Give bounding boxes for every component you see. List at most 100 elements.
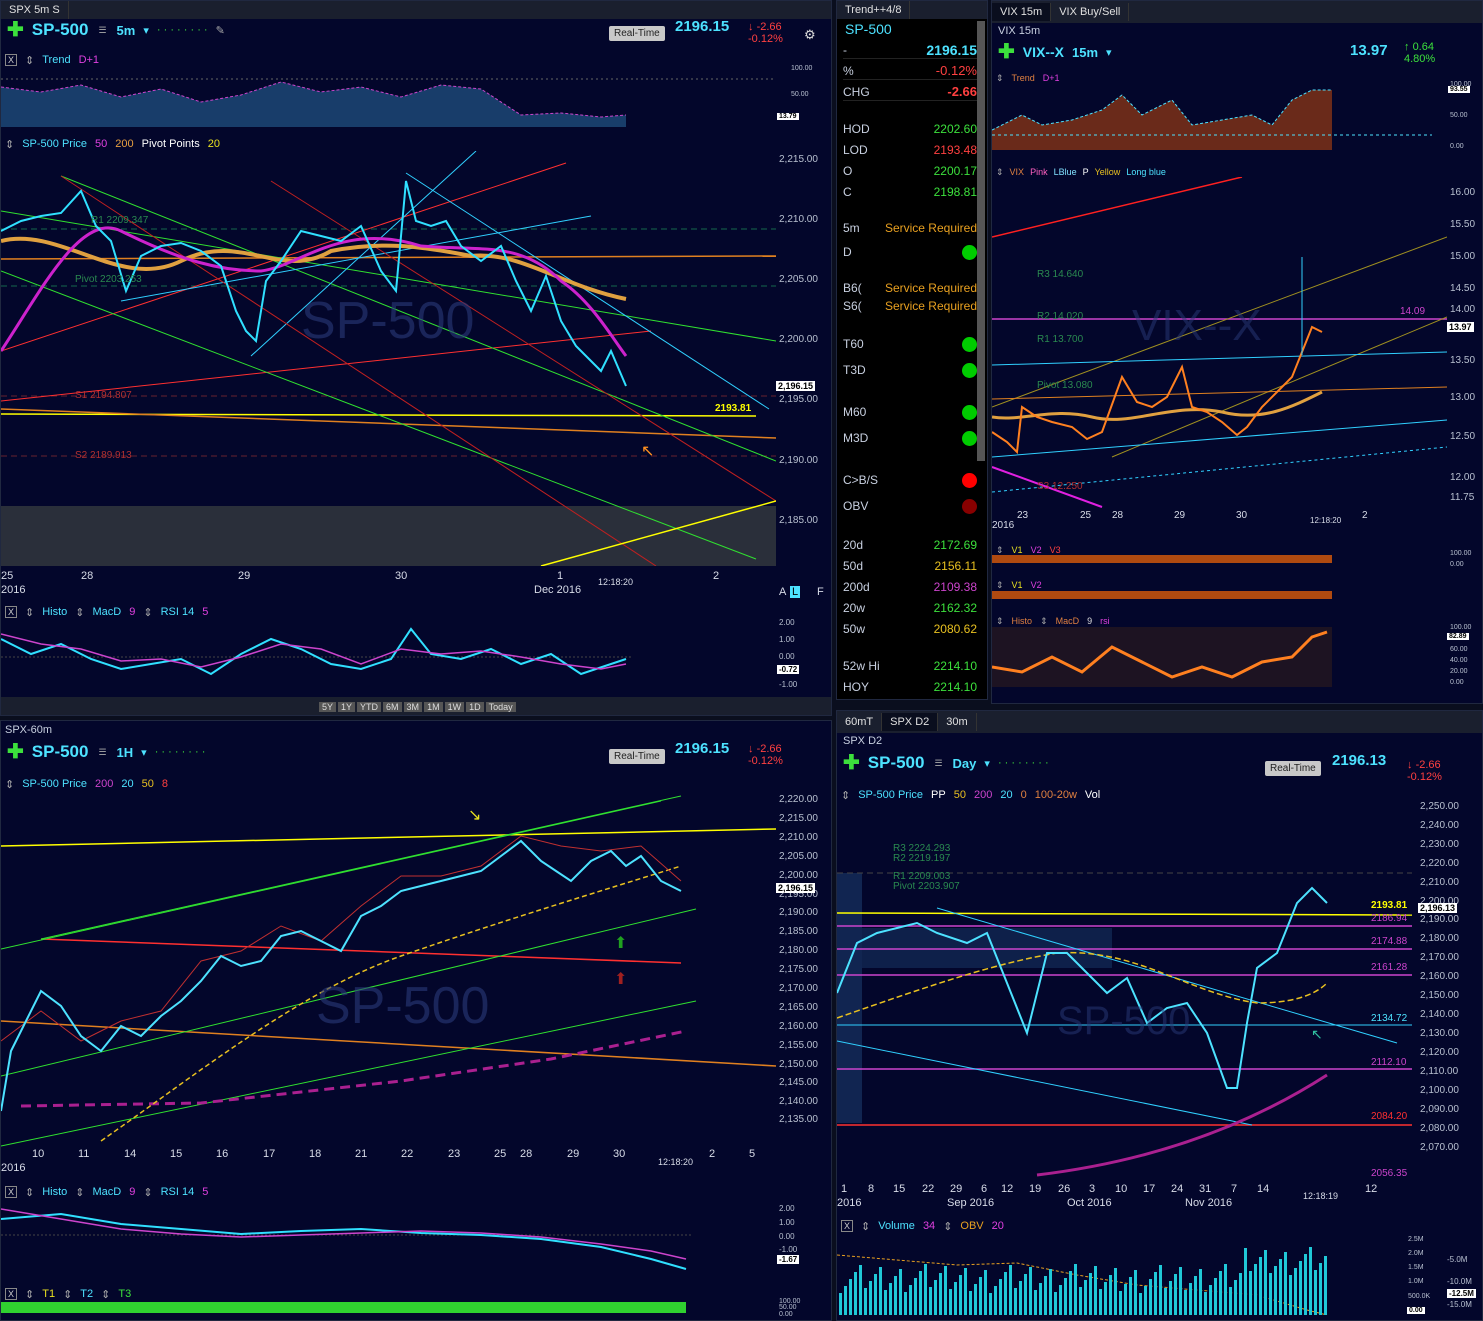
updown-icon[interactable]: ⇕ bbox=[25, 1186, 35, 1199]
updown-icon[interactable]: ⇕ bbox=[25, 1288, 35, 1301]
updown-icon[interactable]: ⇕ bbox=[996, 544, 1004, 555]
histo-label[interactable]: Histo bbox=[42, 1186, 68, 1198]
zoom-1y[interactable]: 1Y bbox=[338, 702, 356, 712]
axis-mode-l[interactable]: L bbox=[790, 586, 801, 598]
tab-vix-15m[interactable]: VIX 15m bbox=[992, 3, 1052, 21]
trend-param[interactable]: D+1 bbox=[78, 54, 100, 66]
timeframe-selector[interactable]: 5m bbox=[116, 22, 136, 38]
tab-spx-d2[interactable]: SPX D2 bbox=[882, 713, 939, 731]
close-icon[interactable]: X bbox=[5, 1288, 18, 1300]
updown-icon[interactable]: ⇕ bbox=[943, 1220, 953, 1233]
ma200-label[interactable]: 200 bbox=[115, 138, 134, 150]
updown-icon[interactable]: ⇕ bbox=[996, 615, 1004, 626]
trend-param[interactable]: D+1 bbox=[1042, 73, 1060, 83]
v2-label[interactable]: V2 bbox=[1030, 545, 1042, 555]
macd-label[interactable]: MacD bbox=[1055, 616, 1080, 626]
draw-tools-icon[interactable]: ✎ bbox=[215, 24, 225, 37]
ma200-label[interactable]: 200 bbox=[973, 789, 993, 801]
symbol-name[interactable]: SP-500 bbox=[867, 753, 925, 772]
scrollbar[interactable] bbox=[977, 21, 985, 461]
symbol-name[interactable]: SP-500 bbox=[31, 20, 89, 39]
zoom-6m[interactable]: 6M bbox=[383, 702, 402, 712]
obv-param[interactable]: 20 bbox=[991, 1220, 1004, 1232]
ma20-label[interactable]: 20 bbox=[121, 778, 134, 790]
rsi-label[interactable]: RSI 14 bbox=[160, 606, 195, 618]
axis-mode-a[interactable]: A bbox=[779, 586, 787, 598]
v3-label[interactable]: V3 bbox=[1049, 545, 1061, 555]
pane-title[interactable]: SPX 5m S bbox=[1, 1, 69, 19]
legend-long-blue[interactable]: Long blue bbox=[1126, 167, 1166, 177]
param-0[interactable]: 0 bbox=[1020, 789, 1027, 801]
macd-param[interactable]: 9 bbox=[1087, 616, 1093, 626]
updown-icon[interactable]: ⇕ bbox=[63, 1288, 73, 1301]
timeframe-selector[interactable]: Day bbox=[952, 755, 977, 771]
rsi-label[interactable]: rsi bbox=[1100, 616, 1110, 626]
updown-icon[interactable]: ⇕ bbox=[5, 138, 15, 151]
symbol-name[interactable]: VIX--X bbox=[1022, 44, 1064, 60]
updown-icon[interactable]: ⇕ bbox=[996, 166, 1004, 177]
v2-label[interactable]: V2 bbox=[1030, 580, 1042, 590]
v1-label[interactable]: V1 bbox=[1011, 580, 1023, 590]
volume-label[interactable]: Volume bbox=[878, 1220, 915, 1232]
close-icon[interactable]: X bbox=[5, 606, 18, 618]
pivot-label[interactable]: Pivot Points bbox=[141, 138, 200, 150]
price-label[interactable]: SP-500 Price bbox=[858, 789, 924, 801]
pp-label[interactable]: PP bbox=[931, 789, 946, 801]
list-icon[interactable]: ☰ bbox=[98, 747, 107, 757]
zoom-ytd[interactable]: YTD bbox=[357, 702, 382, 712]
t3-label[interactable]: T3 bbox=[118, 1288, 132, 1300]
ma8-label[interactable]: 8 bbox=[161, 778, 169, 790]
price-label[interactable]: SP-500 Price bbox=[22, 778, 88, 790]
toolbar-icons[interactable]: ⚙ bbox=[804, 27, 816, 42]
price-label[interactable]: SP-500 Price bbox=[22, 138, 88, 150]
v1-label[interactable]: V1 bbox=[1011, 545, 1023, 555]
param-100-20w[interactable]: 100-20w bbox=[1034, 789, 1077, 801]
chevron-down-icon[interactable]: ▾ bbox=[984, 757, 990, 770]
trend-label[interactable]: Trend bbox=[1011, 73, 1035, 83]
trend-label[interactable]: Trend bbox=[42, 54, 71, 66]
close-icon[interactable]: X bbox=[5, 54, 18, 66]
updown-icon[interactable]: ⇕ bbox=[75, 1186, 85, 1199]
add-symbol-icon[interactable]: ✚ bbox=[7, 19, 24, 41]
updown-icon[interactable]: ⇕ bbox=[996, 579, 1004, 590]
histo-label[interactable]: Histo bbox=[1011, 616, 1033, 626]
axis-mode-f[interactable]: F bbox=[817, 586, 824, 598]
close-icon[interactable]: X bbox=[5, 1186, 18, 1198]
zoom-1w[interactable]: 1W bbox=[444, 702, 465, 712]
obv-label[interactable]: OBV bbox=[960, 1220, 984, 1232]
legend-p[interactable]: P bbox=[1082, 167, 1089, 177]
zoom-1m[interactable]: 1M bbox=[424, 702, 443, 712]
zoom-5y[interactable]: 5Y bbox=[319, 702, 337, 712]
ma50-label[interactable]: 50 bbox=[953, 789, 966, 801]
pivot-param[interactable]: 20 bbox=[207, 138, 220, 150]
chevron-down-icon[interactable]: ▾ bbox=[1106, 46, 1112, 59]
rsi-label[interactable]: RSI 14 bbox=[160, 1186, 195, 1198]
updown-icon[interactable]: ⇕ bbox=[143, 606, 153, 619]
ma50-label[interactable]: 50 bbox=[95, 138, 108, 150]
zoom-1d[interactable]: 1D bbox=[466, 702, 484, 712]
histo-label[interactable]: Histo bbox=[42, 606, 68, 618]
updown-icon[interactable]: ⇕ bbox=[996, 72, 1004, 83]
macd-param[interactable]: 9 bbox=[129, 1186, 136, 1198]
chevron-down-icon[interactable]: ▾ bbox=[143, 24, 149, 37]
quote-title[interactable]: Trend++4/8 bbox=[837, 1, 911, 19]
timeframe-selector[interactable]: 15m bbox=[1072, 44, 1099, 60]
t2-label[interactable]: T2 bbox=[80, 1288, 94, 1300]
updown-icon[interactable]: ⇕ bbox=[5, 778, 15, 791]
ma50-label[interactable]: 50 bbox=[141, 778, 154, 790]
legend-vix[interactable]: VIX bbox=[1009, 167, 1025, 177]
legend-yellow[interactable]: Yellow bbox=[1094, 167, 1121, 177]
updown-icon[interactable]: ⇕ bbox=[101, 1288, 111, 1301]
updown-icon[interactable]: ⇕ bbox=[841, 789, 851, 802]
add-symbol-icon[interactable]: ✚ bbox=[7, 741, 24, 763]
updown-icon[interactable]: ⇕ bbox=[25, 54, 35, 67]
macd-label[interactable]: MacD bbox=[92, 606, 122, 618]
legend-pink[interactable]: Pink bbox=[1030, 167, 1048, 177]
list-icon[interactable]: ☰ bbox=[98, 25, 107, 35]
t1-label[interactable]: T1 bbox=[42, 1288, 56, 1300]
quote-symbol[interactable]: SP-500 bbox=[845, 21, 892, 37]
rsi-param[interactable]: 5 bbox=[202, 606, 209, 618]
zoom-3m[interactable]: 3M bbox=[403, 702, 423, 712]
add-symbol-icon[interactable]: ✚ bbox=[843, 752, 860, 774]
vol-label[interactable]: Vol bbox=[1084, 789, 1101, 801]
